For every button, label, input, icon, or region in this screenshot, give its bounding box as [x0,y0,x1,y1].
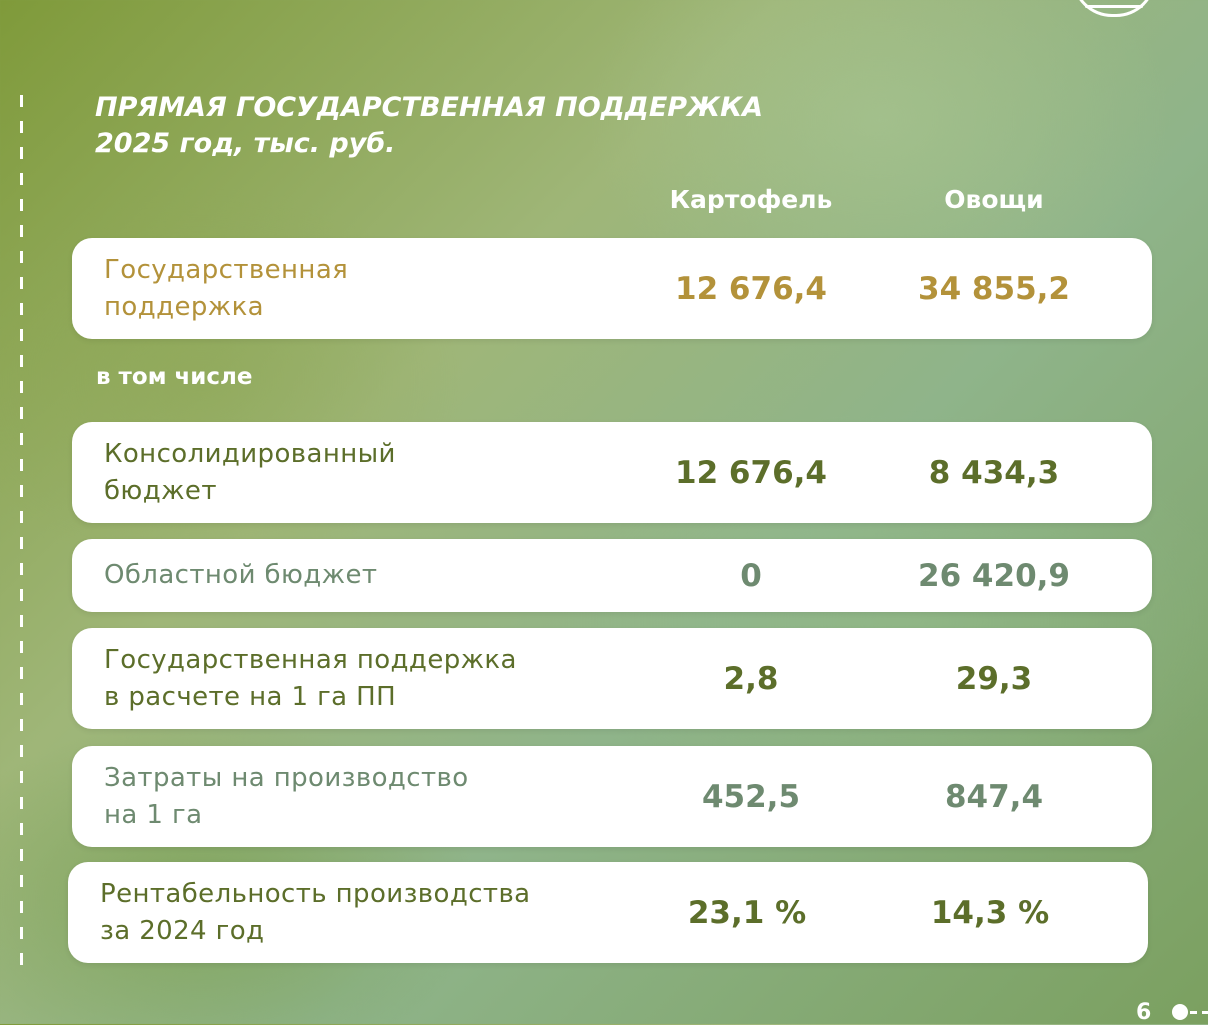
value-potato: 12 676,4 [675,270,827,307]
title-line-1: ПРЯМАЯ ГОСУДАРСТВЕННАЯ ПОДДЕРЖКА [95,92,764,123]
subheading: в том числе [96,364,253,390]
row-support-per-ha: Государственная поддержка в расчете на 1… [72,628,1152,729]
row-profitability: Рентабельность производства за 2024 год … [68,862,1148,963]
row-label: Государственная поддержка [104,254,349,322]
row-regional-budget: Областной бюджет 0 26 420,9 [72,539,1152,612]
value-potato: 12 676,4 [675,454,827,491]
page-title: ПРЯМАЯ ГОСУДАРСТВЕННАЯ ПОДДЕРЖКА 2025 го… [95,90,763,162]
value-vegetables: 26 420,9 [918,557,1070,594]
row-label: Областной бюджет [104,560,378,590]
value-vegetables: 34 855,2 [918,270,1070,307]
logo-icon [1072,0,1156,17]
value-vegetables: 847,4 [944,778,1044,815]
title-line-2: 2025 год, тыс. руб. [95,128,396,159]
row-label: Затраты на производство на 1 га [104,762,469,830]
row-consolidated-budget: Консолидированный бюджет 12 676,4 8 434,… [72,422,1152,523]
value-potato: 23,1 % [687,894,807,931]
column-header-potato: Картофель [669,185,833,214]
value-potato: 452,5 [701,778,801,815]
row-label: Рентабельность производства за 2024 год [100,878,531,946]
row-costs-per-ha: Затраты на производство на 1 га 452,5 84… [72,746,1152,847]
value-vegetables: 29,3 [955,660,1033,697]
row-label: Государственная поддержка в расчете на 1… [104,644,517,712]
pagination-dot-icon [1172,1004,1188,1020]
column-header-vegetables: Овощи [944,185,1044,214]
row-state-support: Государственная поддержка 12 676,4 34 85… [72,238,1152,339]
page-number: 6 [1136,1000,1152,1025]
row-label: Консолидированный бюджет [104,438,396,506]
value-vegetables: 8 434,3 [928,454,1060,491]
decorative-dashed-line [20,95,23,970]
value-potato: 2,8 [723,660,779,697]
pagination-line-icon [1190,1011,1208,1014]
value-vegetables: 14,3 % [930,894,1050,931]
value-potato: 0 [740,557,762,594]
